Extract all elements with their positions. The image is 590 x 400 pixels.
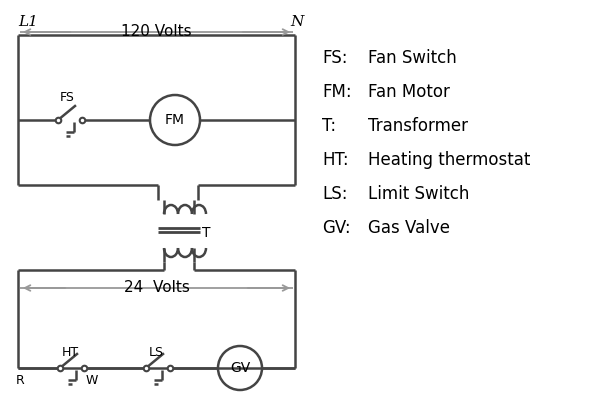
Text: LS: LS [149, 346, 163, 359]
Text: R: R [15, 374, 24, 387]
Text: W: W [86, 374, 99, 387]
Text: LS:: LS: [322, 185, 348, 203]
Text: 120 Volts: 120 Volts [121, 24, 192, 39]
Text: T:: T: [322, 117, 336, 135]
Text: HT: HT [61, 346, 78, 359]
Text: Transformer: Transformer [368, 117, 468, 135]
Text: Gas Valve: Gas Valve [368, 219, 450, 237]
Text: FM: FM [165, 113, 185, 127]
Text: Heating thermostat: Heating thermostat [368, 151, 530, 169]
Text: N: N [290, 15, 304, 29]
Text: FM:: FM: [322, 83, 352, 101]
Text: Fan Motor: Fan Motor [368, 83, 450, 101]
Text: T: T [202, 226, 211, 240]
Text: FS:: FS: [322, 49, 348, 67]
Text: Limit Switch: Limit Switch [368, 185, 470, 203]
Text: 24  Volts: 24 Volts [123, 280, 189, 295]
Text: Fan Switch: Fan Switch [368, 49, 457, 67]
Text: FS: FS [60, 91, 75, 104]
Text: GV:: GV: [322, 219, 350, 237]
Text: HT:: HT: [322, 151, 349, 169]
Text: L1: L1 [18, 15, 38, 29]
Text: GV: GV [230, 361, 250, 375]
